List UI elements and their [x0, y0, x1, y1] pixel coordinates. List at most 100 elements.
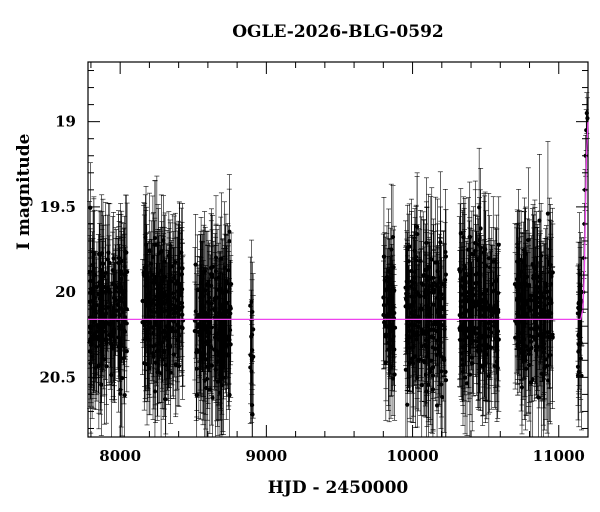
data-point: [99, 382, 104, 387]
data-point: [165, 333, 170, 338]
data-point: [203, 357, 208, 362]
data-point: [434, 329, 439, 334]
data-point: [88, 278, 93, 284]
data-point: [194, 366, 199, 371]
data-point: [198, 325, 203, 330]
data-point: [486, 345, 491, 350]
data-point: [496, 310, 501, 315]
data-point: [424, 274, 429, 279]
data-point: [206, 334, 211, 339]
data-point: [193, 262, 198, 267]
data-point: [217, 301, 223, 306]
data-point: [108, 322, 113, 327]
data-point: [387, 354, 392, 359]
data-point: [209, 363, 214, 368]
data-point: [492, 363, 497, 369]
data-point: [159, 286, 165, 291]
data-point: [166, 253, 171, 258]
data-point: [159, 318, 165, 323]
data-point: [251, 327, 256, 332]
data-point: [205, 299, 210, 305]
data-point: [103, 289, 108, 295]
data-point: [443, 378, 449, 383]
data-point: [438, 288, 443, 293]
data-point: [227, 392, 232, 398]
data-point: [205, 364, 210, 369]
data-point: [222, 315, 227, 320]
data-point: [156, 251, 161, 256]
data-point: [149, 325, 155, 330]
data-point: [216, 350, 221, 355]
data-point: [99, 276, 105, 281]
data-point: [491, 259, 496, 264]
data-point: [415, 375, 420, 380]
data-point: [412, 313, 417, 318]
data-point: [388, 364, 394, 369]
data-point: [152, 297, 157, 303]
data-point: [407, 345, 412, 351]
data-point: [443, 254, 449, 259]
data-point: [151, 330, 156, 336]
data-point: [109, 372, 114, 378]
data-point: [102, 337, 107, 343]
data-point: [157, 312, 162, 318]
data-point: [179, 250, 184, 255]
data-point: [176, 363, 182, 369]
data-point: [426, 350, 431, 355]
data-point: [429, 358, 434, 363]
data-point: [142, 323, 147, 328]
data-point: [111, 333, 116, 338]
data-point: [99, 295, 104, 300]
data-point: [487, 265, 492, 270]
data-point: [88, 205, 93, 210]
data-point: [441, 315, 446, 320]
data-point: [411, 361, 416, 366]
data-point: [116, 344, 121, 349]
data-point: [467, 279, 472, 284]
data-point: [100, 303, 105, 309]
data-point: [124, 250, 129, 255]
data-point: [144, 282, 149, 287]
data-point: [433, 260, 438, 265]
data-point: [427, 308, 432, 313]
data-point: [119, 375, 125, 381]
data-point: [467, 372, 472, 377]
data-point: [124, 349, 129, 354]
data-point: [464, 328, 469, 333]
data-point: [477, 284, 482, 289]
data-point: [158, 371, 164, 376]
data-point: [192, 328, 197, 334]
data-point: [107, 260, 112, 266]
data-point: [99, 268, 105, 273]
data-point: [462, 263, 467, 268]
data-point: [434, 338, 439, 343]
data-point: [515, 277, 520, 282]
data-point: [226, 308, 231, 313]
data-point: [460, 362, 465, 368]
data-point: [122, 329, 127, 334]
data-point: [203, 313, 209, 319]
data-point: [466, 247, 471, 252]
data-point: [467, 283, 473, 288]
data-point: [158, 268, 164, 273]
data-point: [458, 299, 463, 304]
data-point: [412, 248, 417, 253]
data-point: [92, 295, 97, 300]
data-point: [118, 271, 123, 277]
data-point: [464, 381, 470, 386]
data-point: [460, 311, 465, 316]
data-point: [438, 277, 443, 282]
data-point: [210, 395, 215, 400]
data-point: [152, 274, 157, 279]
data-point: [174, 310, 179, 315]
data-point: [197, 330, 202, 335]
data-point: [471, 325, 476, 330]
data-point: [99, 313, 104, 318]
data-point: [526, 351, 532, 357]
data-point: [424, 354, 430, 359]
data-point: [421, 273, 426, 278]
data-point: [98, 338, 103, 343]
data-point: [220, 305, 225, 310]
data-point: [410, 329, 415, 334]
data-point: [476, 345, 481, 350]
